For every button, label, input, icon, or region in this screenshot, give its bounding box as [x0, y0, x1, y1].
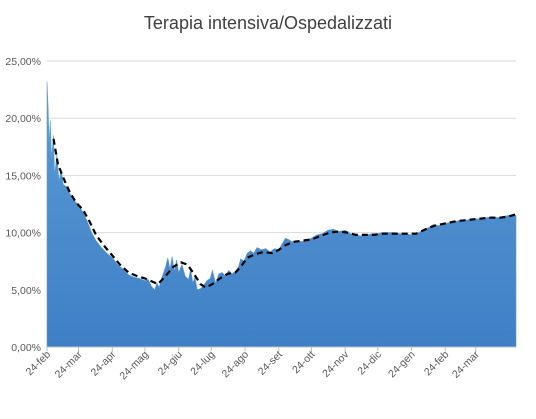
trend-line-series [52, 138, 517, 289]
y-axis-tick-labels: 0,00% 5,00% 10,00% 15,00% 20,00% 25,00% [5, 56, 41, 354]
plot-area [46, 81, 517, 348]
x-tick-label: 24-ago [220, 348, 252, 380]
x-tick-label: 24-mar [53, 348, 85, 380]
y-tick-label: 20,00% [5, 113, 41, 125]
x-tick-label: 24-set [256, 349, 285, 378]
x-tick-label: 24-dic [355, 349, 384, 378]
y-tick-label: 25,00% [5, 56, 41, 68]
x-tick-label: 24-mag [117, 349, 151, 383]
x-tick-label: 24-ott [290, 349, 318, 377]
x-tick-label: 24-feb [422, 349, 452, 379]
y-tick-label: 15,00% [5, 170, 41, 182]
x-tick-label: 24-mar [450, 348, 482, 380]
x-tick-label: 24-gen [386, 349, 418, 381]
chart-title: Terapia intensiva/Ospedalizzati [144, 13, 392, 33]
y-tick-label: 0,00% [11, 342, 41, 354]
x-tick-label: 24-nov [320, 348, 352, 380]
x-tick-label: 24-lug [188, 349, 217, 378]
x-tick-label: 24-apr [88, 348, 118, 378]
x-axis [46, 346, 516, 351]
area-series [46, 81, 517, 348]
y-tick-label: 10,00% [5, 228, 41, 240]
y-tick-label: 5,00% [11, 285, 41, 297]
x-tick-label: 24-giu [156, 349, 185, 378]
